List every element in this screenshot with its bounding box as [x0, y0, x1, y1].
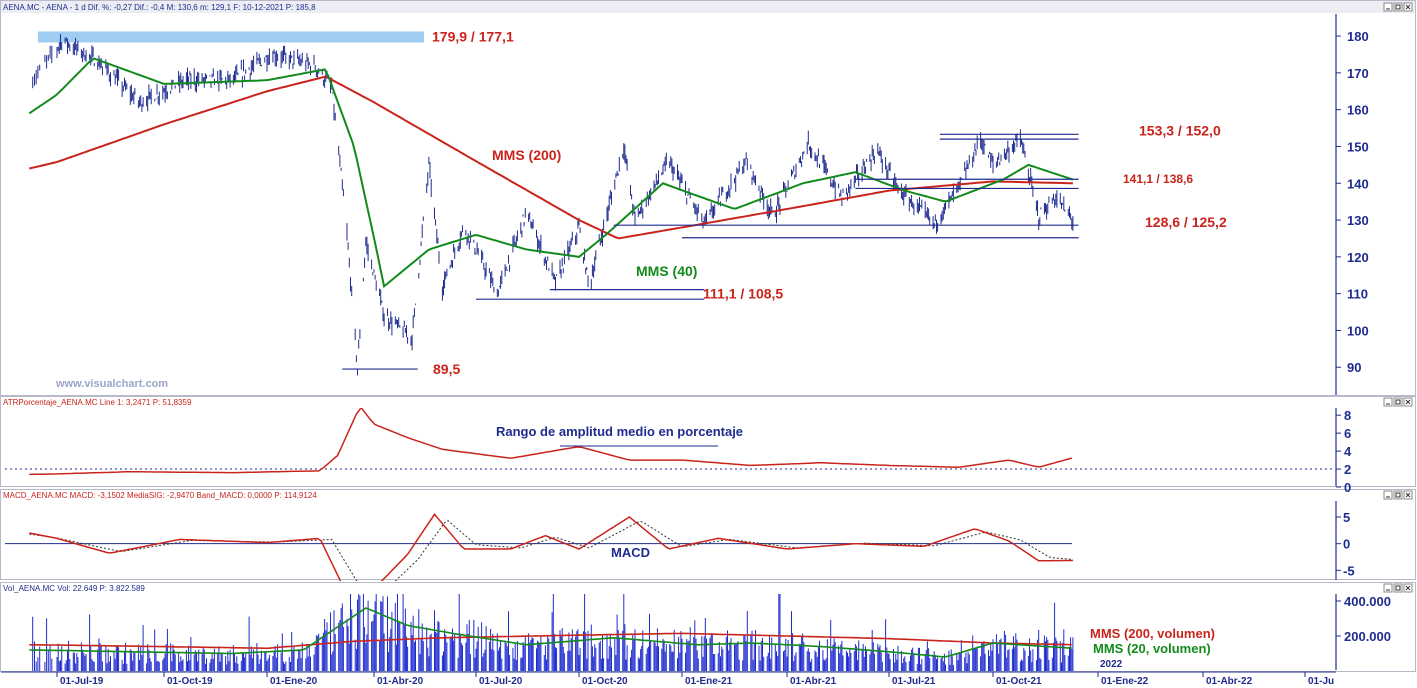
volume-y-label: 200.000 [1344, 629, 1391, 644]
x-tick-label: 01-Oct-20 [582, 676, 628, 687]
support-label-111: 111,1 / 108,5 [703, 286, 783, 302]
maximize-icon[interactable] [1393, 583, 1403, 593]
macd-y-label: -5 [1343, 563, 1355, 578]
price-panel-frame [0, 0, 1416, 396]
price-panel: 90 100 110 120 130 140 150 160 170 180 179,9 / 177… [28, 28, 1369, 377]
minimize-icon[interactable] [1383, 490, 1393, 500]
price-header-text: AENA.MC - AENA - 1 d Dif. %: -0,27 Dif.:… [3, 3, 316, 12]
resistance-label-153: 153,3 / 152,0 [1139, 122, 1221, 138]
price-y-label: 110 [1347, 287, 1368, 302]
support-label-89: 89,5 [433, 361, 460, 377]
x-tick-label: 01-Oct-19 [167, 676, 213, 687]
atr-y-label: 0 [1344, 480, 1351, 495]
minimize-icon[interactable] [1383, 2, 1393, 12]
volume-panel: 200.000 400.000 [29, 594, 1391, 671]
header-bars [1, 1, 1415, 594]
atr-panel: 0 2 4 6 8 [5, 408, 1352, 495]
year-label: 2022 [1100, 659, 1123, 670]
maximize-icon[interactable] [1393, 490, 1403, 500]
price-y-label: 100 [1347, 323, 1369, 338]
macd-y-label: 0 [1343, 537, 1350, 552]
macd-panel-frame [0, 489, 1416, 580]
x-tick-label: 01-Abr-22 [1206, 676, 1253, 687]
macd-panel: -5 0 5 [5, 510, 1355, 581]
price-y-label: 170 [1347, 66, 1369, 81]
atr-title: Rango de amplitud medio en porcentaje [496, 424, 743, 439]
close-icon[interactable] [1403, 490, 1413, 500]
atr-window-controls [1383, 397, 1413, 407]
atr-header-text: ATRPorcentaje_AENA.MC Line 1: 3,2471 P: … [3, 398, 192, 407]
volume-sma200-line [29, 632, 1072, 650]
x-axis: 01-Jul-19 01-Oct-19 01-Ene-20 01-Abr-20 01-J… [1, 671, 1336, 687]
x-tick-label: 01-Ene-21 [685, 676, 733, 687]
price-y-label: 180 [1347, 29, 1369, 44]
price-y-label: 90 [1347, 360, 1361, 375]
atr-y-label: 8 [1344, 408, 1351, 423]
macd-title: MACD [611, 545, 650, 560]
atr-header-bar [1, 397, 1415, 408]
minimize-icon[interactable] [1383, 583, 1393, 593]
macd-line [29, 513, 1073, 581]
volume-header-bar [1, 583, 1415, 594]
close-icon[interactable] [1403, 2, 1413, 12]
atr-line [29, 408, 1073, 476]
price-y-label: 140 [1347, 176, 1369, 191]
x-tick-label: 01-Jul-19 [60, 676, 104, 687]
x-tick-label: 01-Jul-21 [892, 676, 936, 687]
macd-signal-line [29, 519, 1073, 581]
watermark: www.visualchart.com [55, 378, 168, 390]
x-tick-label: 01-Ene-20 [270, 676, 318, 687]
macd-y-label: 5 [1343, 510, 1350, 525]
x-tick-label: 01-Oct-21 [996, 676, 1042, 687]
macd-window-controls [1383, 490, 1413, 500]
sma200-label: MMS (200) [492, 147, 561, 163]
price-y-label: 150 [1347, 139, 1369, 154]
x-tick-label: 01-Ene-22 [1101, 676, 1149, 687]
maximize-icon[interactable] [1393, 2, 1403, 12]
volume-sma20-legend: MMS (20, volumen) [1093, 641, 1211, 656]
atr-y-label: 2 [1344, 462, 1351, 477]
atr-y-label: 4 [1344, 444, 1352, 459]
price-window-controls [1383, 2, 1413, 12]
atr-y-label: 6 [1344, 426, 1351, 441]
x-tick-label: 01-Ju [1308, 676, 1334, 687]
close-icon[interactable] [1403, 583, 1413, 593]
volume-sma20-line [29, 607, 1072, 658]
support-label-128: 128,6 / 125,2 [1145, 214, 1227, 230]
volume-y-label: 400.000 [1344, 594, 1391, 609]
price-y-label: 130 [1347, 213, 1369, 228]
resistance-highlight [38, 31, 424, 43]
volume-sma200-legend: MMS (200, volumen) [1090, 626, 1215, 641]
close-icon[interactable] [1403, 397, 1413, 407]
panel-frames [0, 0, 1416, 672]
price-header-bar [1, 1, 1415, 13]
minimize-icon[interactable] [1383, 397, 1393, 407]
x-tick-label: 01-Abr-21 [790, 676, 837, 687]
volume-header-text: Vol_AENA.MC Vol: 22.649 P: 3.822.589 [3, 584, 145, 593]
atr-panel-frame [0, 396, 1416, 487]
macd-header-text: MACD_AENA.MC MACD: -3,1502 MediaSIG: -2,… [3, 491, 317, 500]
sma40-label: MMS (40) [636, 263, 697, 279]
price-y-label: 160 [1347, 103, 1369, 118]
x-tick-label: 01-Jul-20 [479, 676, 523, 687]
price-y-label: 120 [1347, 250, 1369, 265]
resistance-label-141: 141,1 / 138,6 [1123, 172, 1193, 186]
macd-header-bar [1, 490, 1415, 501]
maximize-icon[interactable] [1393, 397, 1403, 407]
resistance-label-179: 179,9 / 177,1 [432, 28, 514, 44]
volume-window-controls [1383, 583, 1413, 593]
x-tick-label: 01-Abr-20 [377, 676, 424, 687]
sma40-line [28, 57, 1074, 289]
